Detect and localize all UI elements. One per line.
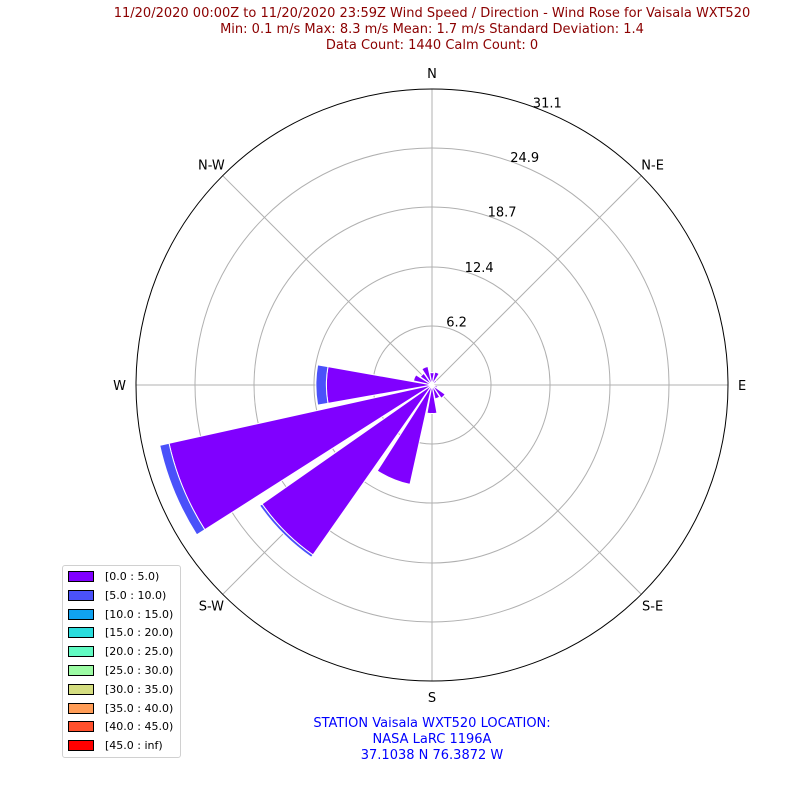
radial-tick-label-4: 24.9 <box>510 151 539 166</box>
bar-dir-337.5-bin-0 <box>421 365 433 386</box>
legend-label-8: [40.0 : 45.0) <box>105 720 174 734</box>
bar-dir-315-bin-0 <box>419 372 433 386</box>
grid-spoke-2 <box>431 175 642 386</box>
chart-title-line-3: Data Count: 1440 Calm Count: 0 <box>325 38 539 53</box>
direction-label-s: S <box>428 691 436 706</box>
legend-swatch-0 <box>68 571 94 582</box>
legend-label-3: [15.0 : 20.0) <box>105 626 174 640</box>
bar-dir-202.5-bin-0 <box>376 384 433 486</box>
radial-tick-label-1: 6.2 <box>446 315 467 330</box>
legend-swatch-8 <box>68 721 94 733</box>
legend-swatch-3 <box>68 627 94 639</box>
legend-label-2: [10.0 : 15.0) <box>105 607 174 621</box>
bar-dir-0-bin-0 <box>429 372 435 386</box>
legend-swatch-9 <box>68 740 94 752</box>
station-line-2: NASA LaRC 1196A <box>372 732 492 747</box>
chart-title-line-1: 11/20/2020 00:00Z to 11/20/2020 23:59Z W… <box>113 6 751 21</box>
legend-label-4: [20.0 : 25.0) <box>105 645 174 659</box>
legend-swatch-4 <box>68 646 94 658</box>
legend-label-0: [0.0 : 5.0) <box>105 570 160 583</box>
radial-tick-label-5: 31.1 <box>533 97 562 112</box>
direction-label-n-e: N-E <box>641 158 664 173</box>
station-line-3: 37.1038 N 76.3872 W <box>360 748 504 763</box>
direction-label-n: N <box>427 67 437 82</box>
legend-label-5: [25.0 : 30.0) <box>105 664 174 677</box>
legend-swatch-1 <box>68 589 94 601</box>
legend-swatch-5 <box>68 665 94 676</box>
legend-label-1: [5.0 : 10.0) <box>105 588 167 602</box>
grid-spoke-8 <box>222 175 433 386</box>
bar-dir-180-bin-0 <box>426 384 438 415</box>
chart-title-line-2: Min: 0.1 m/s Max: 8.3 m/s Mean: 1.7 m/s … <box>220 22 644 37</box>
radial-tick-label-2: 12.4 <box>465 261 494 276</box>
bar-dir-135-bin-0 <box>431 384 446 399</box>
legend: [0.0 : 5.0) [5.0 : 10.0) [10.0 : 15.0) [15.… <box>62 565 181 758</box>
direction-label-n-w: N-W <box>198 158 225 173</box>
polar-labels: 6.2 12.4 18.7 24.9 31.1 N N-E E S-E S S-W W N-W <box>113 67 746 706</box>
legend-label-9: [45.0 : inf) <box>105 739 163 753</box>
direction-label-s-w: S-W <box>199 600 224 615</box>
bar-dir-292.5-bin-0 <box>412 374 433 386</box>
bar-dir-247.5-bin-1 <box>159 442 206 536</box>
wind-rose-bars <box>159 364 446 558</box>
legend-label-7: [35.0 : 40.0) <box>105 701 174 715</box>
legend-swatch-2 <box>68 608 94 620</box>
legend-label-6: [30.0 : 35.0) <box>105 682 174 696</box>
direction-label-w: W <box>113 379 126 394</box>
direction-label-s-e: S-E <box>642 600 663 615</box>
grid-spoke-4 <box>431 384 642 595</box>
outer-circle <box>135 88 729 682</box>
bar-dir-157.5-bin-0 <box>431 384 441 400</box>
direction-label-e: E <box>738 379 746 394</box>
station-line-1: STATION Vaisala WXT520 LOCATION: <box>313 716 551 731</box>
legend-swatch-6 <box>68 683 94 695</box>
legend-swatch-7 <box>68 702 94 714</box>
bar-dir-270-bin-1 <box>315 364 329 406</box>
bar-dir-225-bin-1 <box>259 503 314 558</box>
radial-tick-label-3: 18.7 <box>488 206 517 221</box>
